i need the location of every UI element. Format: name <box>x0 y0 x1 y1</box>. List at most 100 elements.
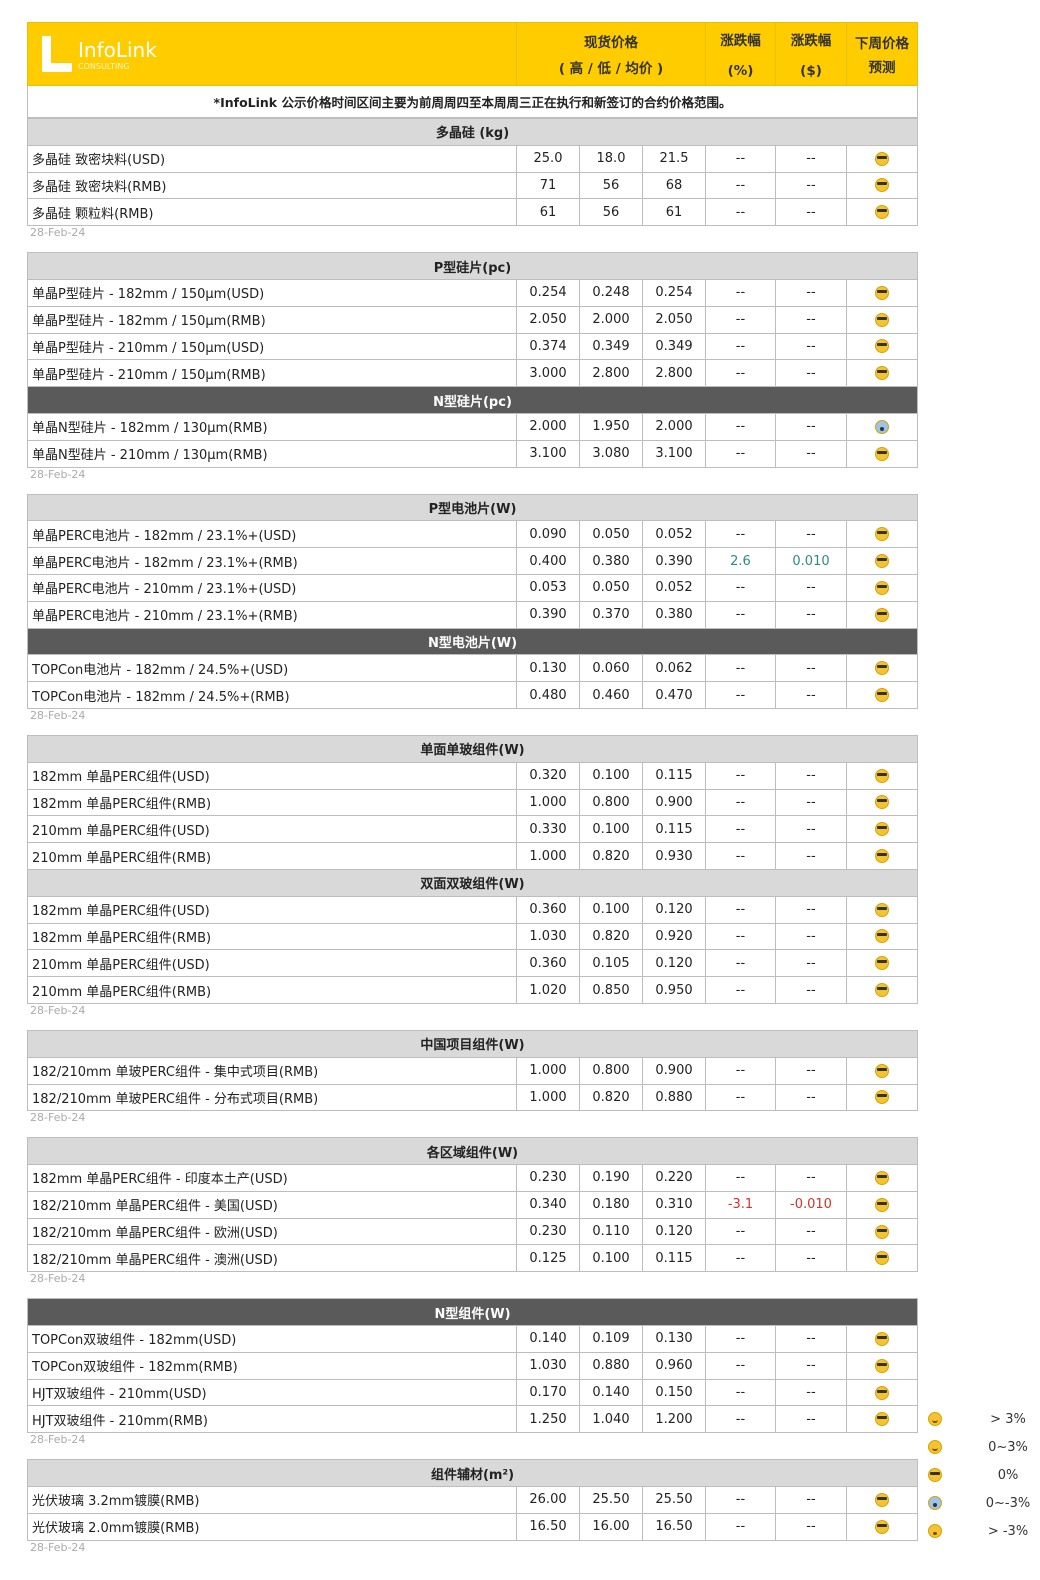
price-low: 0.140 <box>579 1378 643 1407</box>
product-name: 多晶硅 致密块料(RMB) <box>27 171 517 200</box>
price-low: 0.100 <box>579 815 643 844</box>
price-high: 0.230 <box>516 1217 580 1246</box>
price-low: 0.800 <box>579 788 643 817</box>
price-high: 0.390 <box>516 600 580 629</box>
change-pct: -- <box>705 1486 776 1514</box>
forecast-legend: > 3% 0~3% 0% 0~-3% > -3% <box>928 1405 1038 1545</box>
legend-label: > -3% <box>987 1523 1029 1539</box>
change-pct: -- <box>705 600 776 629</box>
price-high: 0.330 <box>516 815 580 844</box>
forecast-cell <box>845 573 919 602</box>
change-pct-header: 涨跌幅 (%) <box>705 22 777 86</box>
table-row: 单晶N型硅片 - 210mm / 130μm(RMB) 3.100 3.080 … <box>27 439 919 468</box>
forecast-cell <box>846 1405 918 1434</box>
price-high: 0.360 <box>516 949 580 978</box>
change-usd: -- <box>775 1405 847 1434</box>
cool-face-icon <box>875 446 889 461</box>
price-avg: 0.900 <box>642 788 706 817</box>
price-avg: 61 <box>642 198 706 227</box>
price-high: 0.320 <box>516 761 580 790</box>
change-usd: -- <box>775 573 847 602</box>
product-name: 光伏玻璃 2.0mm镀膜(RMB) <box>27 1512 517 1541</box>
change-pct: -- <box>705 1083 776 1112</box>
price-group: 组件辅材(m²) 光伏玻璃 3.2mm镀膜(RMB) 26.00 25.50 2… <box>26 1459 919 1541</box>
price-high: 1.250 <box>516 1405 580 1434</box>
table-row: 182/210mm 单晶PERC组件 - 欧洲(USD) 0.230 0.110… <box>27 1217 919 1246</box>
price-high: 0.090 <box>516 520 580 549</box>
product-name: HJT双玻组件 - 210mm(RMB) <box>27 1405 517 1434</box>
change-pct: -- <box>705 278 776 307</box>
change-pct: -- <box>705 520 776 549</box>
change-pct: -- <box>705 1244 776 1273</box>
product-name: 光伏玻璃 3.2mm镀膜(RMB) <box>27 1486 517 1514</box>
price-low: 0.248 <box>579 278 643 307</box>
price-avg: 0.349 <box>642 332 706 361</box>
change-usd: -- <box>775 439 847 468</box>
change-usd: -- <box>775 788 847 817</box>
price-high: 0.230 <box>516 1164 580 1192</box>
section-header: 单面单玻组件(W) <box>26 734 919 763</box>
price-high: 0.130 <box>516 654 580 683</box>
price-low: 0.349 <box>579 332 643 361</box>
price-avg: 0.900 <box>642 1056 706 1085</box>
table-row: 182mm 单晶PERC组件(RMB) 1.030 0.820 0.920 --… <box>27 922 919 951</box>
forecast-cell <box>845 1486 919 1514</box>
price-high: 0.480 <box>516 681 580 709</box>
cool-face-icon <box>875 527 890 542</box>
table-row: HJT双玻组件 - 210mm(USD) 0.170 0.140 0.150 -… <box>27 1378 918 1407</box>
price-low: 3.080 <box>579 439 643 468</box>
forecast-cell <box>846 171 918 200</box>
cool-face-icon <box>875 1331 889 1346</box>
price-high: 0.374 <box>516 332 580 361</box>
change-pct: -- <box>705 842 776 870</box>
forecast-cell <box>845 654 919 683</box>
price-high: 0.340 <box>516 1190 580 1219</box>
scream-face-icon <box>875 419 889 434</box>
table-row: 光伏玻璃 2.0mm镀膜(RMB) 16.50 16.00 16.50 -- -… <box>27 1512 919 1541</box>
cool-face-icon <box>875 1492 889 1507</box>
section-header: 各区域组件(W) <box>26 1137 919 1166</box>
price-avg: 0.130 <box>642 1325 706 1353</box>
cool-face-icon <box>875 554 890 569</box>
section-header: 双面双玻组件(W) <box>26 868 919 897</box>
cool-face-icon <box>875 983 889 997</box>
change-usd: -- <box>775 1056 847 1085</box>
price-note: *InfoLink 公示价格时间区间主要为前周周四至本周周三正在执行和新签订的合… <box>26 85 919 118</box>
change-usd: -- <box>775 1325 847 1353</box>
forecast-cell <box>845 439 919 468</box>
section-header: N型电池片(W) <box>26 627 919 656</box>
price-avg: 0.390 <box>642 547 706 575</box>
price-group: P型硅片(pc) 单晶P型硅片 - 182mm / 150μm(USD) 0.2… <box>26 252 919 468</box>
table-row: 单晶P型硅片 - 210mm / 150μm(RMB) 3.000 2.800 … <box>27 359 919 388</box>
change-usd: -- <box>775 949 847 978</box>
price-avg: 0.115 <box>642 815 706 844</box>
forecast-cell <box>845 922 919 951</box>
spot-price-header: 现货价格( 高 / 低 / 均价 ) <box>515 22 707 86</box>
forecast-header: 下周价格 预测 <box>846 22 919 86</box>
price-high: 16.50 <box>516 1512 580 1541</box>
change-pct: -- <box>705 305 776 334</box>
price-high: 1.030 <box>516 1351 580 1380</box>
price-low: 0.050 <box>579 573 643 602</box>
price-avg: 0.120 <box>642 1217 706 1246</box>
price-high: 0.170 <box>516 1378 580 1407</box>
change-usd: -- <box>775 1083 847 1112</box>
dizzy-face-icon <box>928 1524 942 1538</box>
forecast-cell <box>845 842 919 870</box>
price-avg: 0.120 <box>642 895 706 924</box>
table-row: 多晶硅 颗粒料(RMB) 61 56 61 -- -- <box>27 198 918 227</box>
price-high: 71 <box>516 171 580 200</box>
price-low: 0.180 <box>579 1190 643 1219</box>
change-usd: -- <box>775 412 847 441</box>
price-high: 61 <box>516 198 580 227</box>
table-row: 单晶N型硅片 - 182mm / 130μm(RMB) 2.000 1.950 … <box>27 412 919 441</box>
product-name: HJT双玻组件 - 210mm(USD) <box>27 1378 517 1407</box>
price-avg: 0.880 <box>642 1083 706 1112</box>
price-date: 28-Feb-24 <box>30 1540 86 1554</box>
product-name: TOPCon电池片 - 182mm / 24.5%+(RMB) <box>27 681 517 709</box>
change-usd: -- <box>775 842 847 870</box>
cool-face-icon <box>875 1358 889 1373</box>
price-high: 0.053 <box>516 573 580 602</box>
price-avg: 2.000 <box>642 412 706 441</box>
cool-face-icon <box>875 661 890 676</box>
